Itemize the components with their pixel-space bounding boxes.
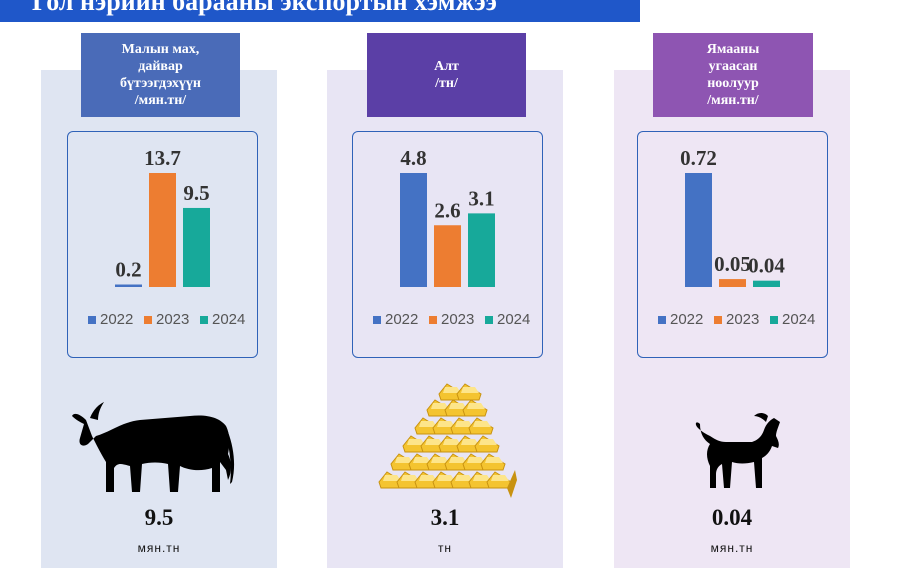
legend-entry: 2022 <box>100 311 133 328</box>
bar-chart: 4.8 2.6 3.1 2022 2023 2024 <box>373 146 530 328</box>
bar-chart: 0.2 13.79.5 2022 2023 2024 <box>88 146 245 328</box>
panel-background <box>41 70 277 568</box>
goat-icon <box>695 413 780 488</box>
chart-frame: 0.72 0.05 0.04 2022 2023 2024 <box>637 131 828 358</box>
bar-2023 <box>719 279 746 287</box>
legend-swatch <box>429 316 437 324</box>
panel-background <box>614 70 850 568</box>
category-label-line: дайвар <box>138 59 183 74</box>
summary-value: 0.04 <box>711 505 753 530</box>
page-title: Гол нэрийн барааны экспортын хэмжээ <box>0 0 640 22</box>
category-label-line: ноолуур <box>707 76 759 91</box>
legend-swatch <box>770 316 778 324</box>
data-label: 9.5 <box>183 181 209 205</box>
category-label-line: Алт <box>434 59 459 74</box>
bar-chart: 0.72 0.050.04 2022 2023 2024 <box>658 146 815 328</box>
category-label-line: Малын мах, <box>121 42 200 57</box>
legend-swatch <box>658 316 666 324</box>
category-label: Малын мах, дайвар бүтээгдэхүүн/мян.тн/ <box>81 33 240 117</box>
legend-entry: 2022 <box>385 311 418 328</box>
summary-unit: тн <box>437 541 453 555</box>
data-label: 4.8 <box>400 146 426 170</box>
legend-entry: 2024 <box>212 311 245 328</box>
data-label: 0.72 <box>680 146 717 170</box>
category-label-line: Ямааны <box>706 42 760 57</box>
data-label: 3.1 <box>468 186 494 210</box>
legend-swatch <box>200 316 208 324</box>
legend-entry: 2023 <box>726 311 759 328</box>
legend-entry: 2022 <box>670 311 703 328</box>
data-label: 13.7 <box>144 146 181 170</box>
bar-2024 <box>468 213 495 287</box>
bar-2024 <box>753 280 780 287</box>
category-label: Ямааны угаасан ноолуур/мян.тн/ <box>653 33 813 117</box>
bar-2023 <box>434 225 461 287</box>
legend-swatch <box>144 316 152 324</box>
category-label-line: бүтээгдэхүүн <box>120 76 201 91</box>
summary-value: 3.1 <box>430 505 460 530</box>
legend-swatch <box>88 316 96 324</box>
legend-swatch <box>714 316 722 324</box>
data-label: 0.04 <box>748 254 785 278</box>
legend-entry: 2023 <box>441 311 474 328</box>
legend-entry: 2023 <box>156 311 189 328</box>
chart-frame: 4.8 2.6 3.1 2022 2023 2024 <box>352 131 543 358</box>
chart-frame: 0.2 13.7 9.5 2022 2023 2024 <box>67 131 258 358</box>
summary-unit: мян.тн <box>710 541 754 555</box>
data-label: 2.6 <box>434 198 460 222</box>
summary-unit: мян.тн <box>137 541 181 555</box>
legend-entry: 2024 <box>782 311 815 328</box>
category-label-line: /мян.тн/ <box>134 93 187 108</box>
bar-2023 <box>149 173 176 287</box>
legend-swatch <box>373 316 381 324</box>
category-label-line: /тн/ <box>435 76 458 91</box>
data-label: 0.2 <box>115 258 141 282</box>
summary-value: 9.5 <box>144 505 174 530</box>
bar-2022 <box>685 173 712 287</box>
data-label: 0.05 <box>714 252 751 276</box>
category-label-line: угаасан <box>708 59 758 74</box>
bar-2024 <box>183 207 210 287</box>
category-label-line: /мян.тн/ <box>707 93 759 108</box>
legend-swatch <box>485 316 493 324</box>
category-label: Алт/тн/ <box>367 33 526 117</box>
bar-2022 <box>400 173 427 287</box>
cow-icon <box>72 402 235 492</box>
legend-entry: 2024 <box>497 311 530 328</box>
gold-bars-icon <box>378 383 517 498</box>
bar-2022 <box>115 284 142 287</box>
